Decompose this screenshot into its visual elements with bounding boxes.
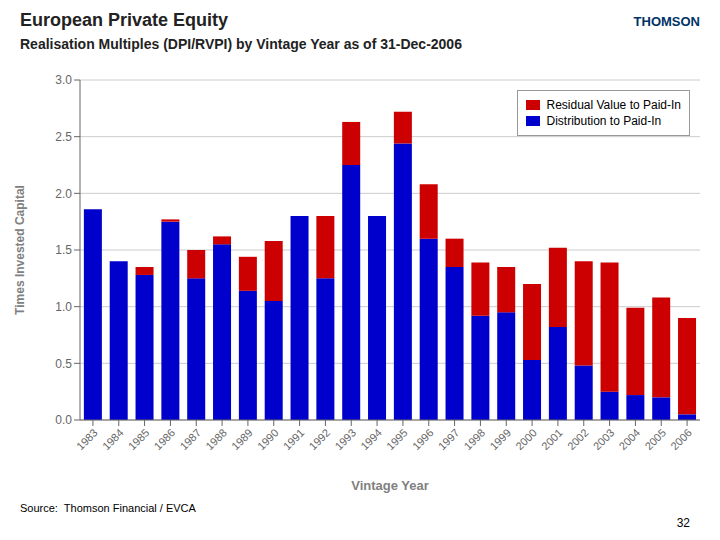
svg-text:1994: 1994 xyxy=(358,426,384,452)
svg-text:1997: 1997 xyxy=(436,426,462,452)
svg-text:Vintage Year: Vintage Year xyxy=(351,478,429,493)
svg-text:1.5: 1.5 xyxy=(55,243,72,257)
svg-text:2001: 2001 xyxy=(539,426,565,452)
svg-text:1983: 1983 xyxy=(74,426,100,452)
svg-text:1985: 1985 xyxy=(126,426,152,452)
svg-text:2006: 2006 xyxy=(668,426,694,452)
html-text:European Private Equity: European Private Equity xyxy=(20,10,229,30)
html-text:Residual Value to Paid-In: Residual Value to Paid-In xyxy=(546,98,681,112)
html-text:THOMSON: THOMSON xyxy=(633,14,700,29)
svg-text:2002: 2002 xyxy=(565,426,591,452)
svg-text:1988: 1988 xyxy=(203,426,229,452)
svg-text:2004: 2004 xyxy=(617,426,643,452)
svg-text:1999: 1999 xyxy=(487,426,513,452)
svg-text:Times Invested Capital: Times Invested Capital xyxy=(13,185,27,315)
svg-text:2003: 2003 xyxy=(591,426,617,452)
svg-text:2000: 2000 xyxy=(513,426,539,452)
html-text:Distribution to Paid-In: Distribution to Paid-In xyxy=(546,114,662,128)
svg-text:3.0: 3.0 xyxy=(55,73,72,87)
html-text:Source: Thomson Financial / EV: Source: Thomson Financial / EVCA xyxy=(20,502,196,514)
svg-text:1989: 1989 xyxy=(229,426,255,452)
svg-text:1.0: 1.0 xyxy=(55,300,72,314)
svg-text:2.5: 2.5 xyxy=(55,130,72,144)
svg-text:1986: 1986 xyxy=(152,426,178,452)
html-text:Realisation Multiples (DPI/RVP: Realisation Multiples (DPI/RVPI) by Vint… xyxy=(20,36,462,52)
svg-text:1991: 1991 xyxy=(281,426,307,452)
svg-text:1995: 1995 xyxy=(384,426,410,452)
svg-text:0.5: 0.5 xyxy=(55,357,72,371)
svg-text:1993: 1993 xyxy=(332,426,358,452)
html-text:32: 32 xyxy=(676,516,690,530)
svg-text:1987: 1987 xyxy=(177,426,203,452)
svg-text:1990: 1990 xyxy=(255,426,281,452)
svg-text:2.0: 2.0 xyxy=(55,187,72,201)
svg-text:2005: 2005 xyxy=(642,426,668,452)
svg-text:1996: 1996 xyxy=(410,426,436,452)
svg-text:1992: 1992 xyxy=(307,426,333,452)
svg-text:0.0: 0.0 xyxy=(55,413,72,427)
svg-text:1984: 1984 xyxy=(100,426,126,452)
svg-text:1998: 1998 xyxy=(462,426,488,452)
